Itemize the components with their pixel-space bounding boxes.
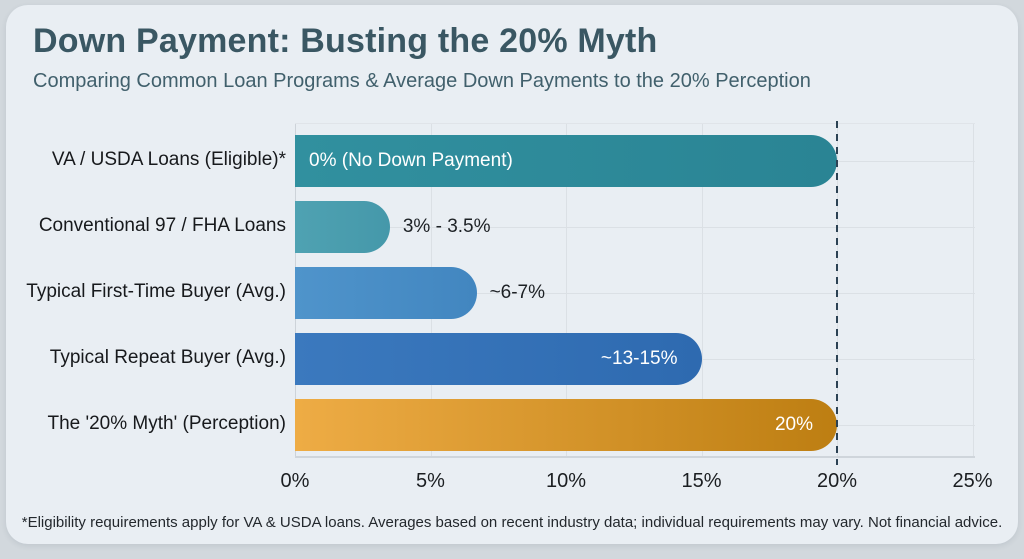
chart-bar: 20% (295, 399, 837, 451)
category-label: VA / USDA Loans (Eligible)* (51, 149, 286, 170)
category-label: Typical First-Time Buyer (Avg.) (26, 281, 286, 302)
x-axis-tick-labels: 0% 5% 10% 15% 20% 25% (281, 470, 993, 494)
chart-bar (295, 201, 390, 253)
reference-line-20-percent (836, 121, 838, 465)
category-label: The '20% Myth' (Perception) (47, 413, 286, 434)
x-tick-label: 10% (545, 470, 587, 492)
bar-value-label: 0% (No Down Payment) (309, 150, 513, 171)
category-label: Conventional 97 / FHA Loans (38, 215, 286, 236)
x-tick-label: 0% (280, 470, 310, 492)
plot-area: 0% (No Down Payment) 3% - 3.5% ~6-7% ~13-15… (295, 123, 975, 458)
category-label: Typical Repeat Buyer (Avg.) (49, 347, 286, 368)
chart-subtitle: Comparing Common Loan Programs & Average… (33, 70, 811, 92)
x-axis-line (295, 456, 975, 458)
x-tick-label: 20% (816, 470, 858, 492)
bar-value-label: ~13-15% (600, 348, 678, 369)
chart-bar: ~13-15% (295, 333, 702, 385)
chart-bar (295, 267, 477, 319)
x-tick-label: 25% (952, 470, 993, 492)
x-tick-label: 5% (416, 470, 445, 492)
chart-title: Down Payment: Busting the 20% Myth (33, 22, 658, 60)
infographic-card (6, 5, 1018, 544)
chart-bar: 0% (No Down Payment) (295, 135, 837, 187)
horizontal-gridline (295, 227, 975, 228)
footnote-text: *Eligibility requirements apply for VA &… (21, 514, 1003, 531)
bar-value-label: 20% (774, 414, 813, 435)
x-tick-label: 15% (681, 470, 722, 492)
vertical-gridline (972, 124, 974, 458)
vertical-gridline (701, 124, 703, 458)
bar-value-label: 3% - 3.5% (402, 216, 491, 237)
vertical-gridline (566, 124, 567, 458)
horizontal-gridline (295, 293, 975, 294)
category-axis-labels: VA / USDA Loans (Eligible)* Conventional … (20, 123, 286, 457)
bar-value-label: ~6-7% (489, 282, 546, 303)
